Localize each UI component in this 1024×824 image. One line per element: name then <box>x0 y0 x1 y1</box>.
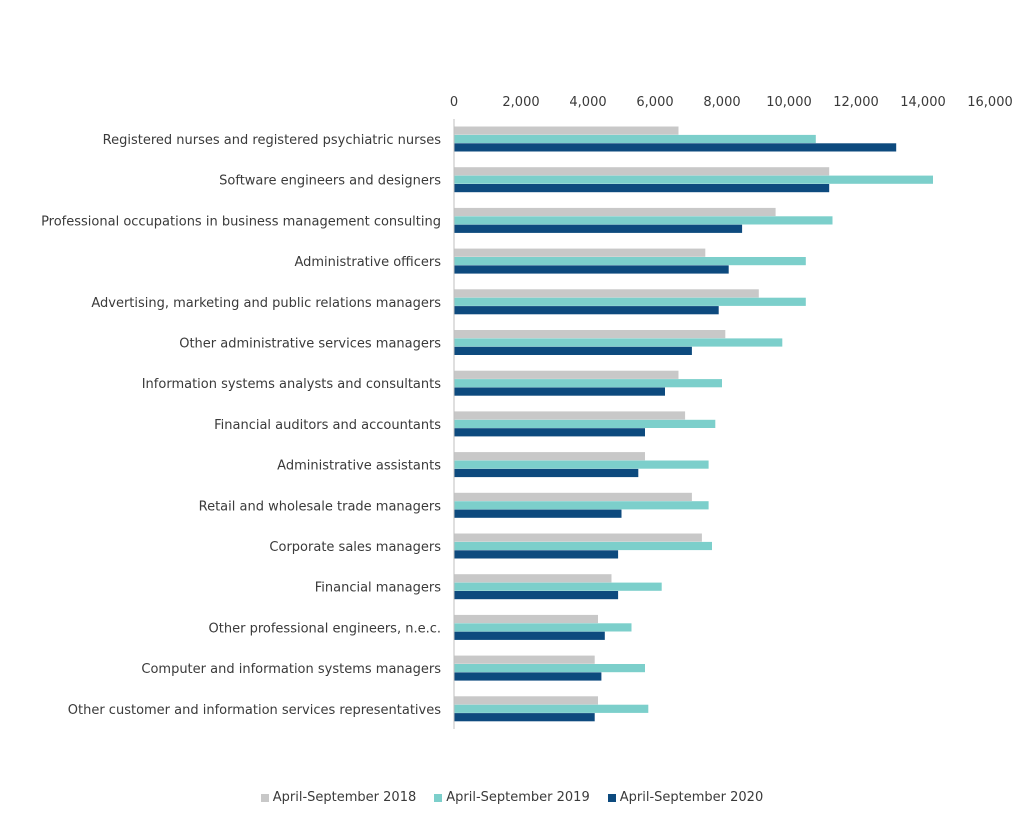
bar-april-september-2019 <box>454 297 806 306</box>
bar-april-september-2019 <box>454 623 632 632</box>
bar-april-september-2018 <box>454 126 679 135</box>
bar-april-september-2020 <box>454 591 619 600</box>
legend-label-2019: April-September 2019 <box>446 790 590 805</box>
bar-april-september-2019 <box>454 257 806 266</box>
bar-april-september-2020 <box>454 468 639 478</box>
legend-label-2018: April-September 2018 <box>272 790 417 805</box>
bar-april-september-2020 <box>454 550 619 559</box>
bar-april-september-2018 <box>454 370 679 379</box>
x-tick-label: 4,000 <box>569 95 606 110</box>
bar-april-september-2020 <box>454 672 602 681</box>
bar-april-september-2019 <box>454 582 662 591</box>
bar-april-september-2019 <box>454 175 933 184</box>
bar-april-september-2018 <box>454 248 706 257</box>
x-tick-label: 16,000 <box>967 95 1013 110</box>
category-label: Computer and information systems manager… <box>141 662 441 677</box>
x-axis: 0 2,000 4,000 6,000 8,000 10,000 12,000 14,000 1… <box>450 95 1013 110</box>
x-tick-label: 10,000 <box>766 95 812 110</box>
bar-april-september-2018 <box>454 289 759 298</box>
legend-item-2018: April-September 2018 <box>260 790 417 805</box>
bar-april-september-2018 <box>454 207 776 217</box>
bar-april-september-2020 <box>454 184 830 193</box>
category-label: Professional occupations in business man… <box>41 214 441 229</box>
category-label: Other administrative services managers <box>179 337 441 352</box>
bar-april-september-2019 <box>454 541 712 551</box>
legend-item-2019: April-September 2019 <box>434 790 590 805</box>
legend: April-September 2018 April-September 201… <box>0 790 1024 805</box>
bar-april-september-2018 <box>454 574 612 583</box>
bar-april-september-2019 <box>454 379 722 388</box>
bar-april-september-2020 <box>454 346 692 355</box>
bar-april-september-2018 <box>454 533 702 542</box>
bar-april-september-2018 <box>454 330 726 339</box>
bar-april-september-2020 <box>454 224 743 233</box>
bar-april-september-2020 <box>454 143 897 152</box>
legend-swatch-2018 <box>260 793 269 802</box>
category-label: Other customer and information services … <box>68 703 441 718</box>
legend-swatch-2019 <box>434 793 443 802</box>
bar-april-september-2018 <box>454 492 692 501</box>
legend-label-2020: April-September 2020 <box>619 790 764 805</box>
bars <box>454 126 933 722</box>
bar-april-september-2018 <box>454 696 598 705</box>
category-label: Advertising, marketing and public relati… <box>91 296 441 311</box>
bar-april-september-2018 <box>454 167 830 176</box>
category-label: Other professional engineers, n.e.c. <box>209 621 441 636</box>
category-label: Administrative assistants <box>277 459 441 474</box>
bar-april-september-2018 <box>454 411 686 420</box>
bar-april-september-2019 <box>454 419 716 428</box>
x-tick-label: 8,000 <box>703 95 740 110</box>
bar-april-september-2019 <box>454 664 645 673</box>
bar-april-september-2020 <box>454 631 605 640</box>
category-label: Registered nurses and registered psychia… <box>103 133 442 148</box>
bar-april-september-2019 <box>454 338 783 347</box>
bar-april-september-2018 <box>454 452 645 461</box>
chart-plot: 0 2,000 4,000 6,000 8,000 10,000 12,000 14,000 1… <box>41 95 1013 729</box>
x-tick-label: 2,000 <box>502 95 539 110</box>
x-tick-label: 12,000 <box>833 95 879 110</box>
bar-april-september-2019 <box>454 216 833 225</box>
bar-april-september-2019 <box>454 704 649 713</box>
bar-april-september-2019 <box>454 134 816 144</box>
bar-april-september-2018 <box>454 655 595 664</box>
category-label: Administrative officers <box>294 255 441 270</box>
x-tick-label: 6,000 <box>636 95 673 110</box>
bar-april-september-2020 <box>454 509 622 518</box>
category-label: Corporate sales managers <box>269 540 441 555</box>
category-label: Financial managers <box>315 581 441 596</box>
bar-april-september-2018 <box>454 614 598 624</box>
bar-april-september-2020 <box>454 428 645 437</box>
category-label: Information systems analysts and consult… <box>142 377 441 392</box>
category-label: Software engineers and designers <box>219 174 441 189</box>
bar-april-september-2020 <box>454 713 595 722</box>
legend-item-2020: April-September 2020 <box>607 790 764 805</box>
x-tick-label: 14,000 <box>900 95 946 110</box>
bar-april-september-2020 <box>454 306 719 315</box>
bar-april-september-2020 <box>454 387 665 396</box>
y-axis-category-labels: Registered nurses and registered psychia… <box>41 133 441 718</box>
x-tick-label: 0 <box>450 95 458 110</box>
bar-april-september-2019 <box>454 460 709 469</box>
bar-april-september-2019 <box>454 501 709 510</box>
bar-april-september-2020 <box>454 265 729 274</box>
legend-swatch-2020 <box>607 793 616 802</box>
category-label: Financial auditors and accountants <box>214 418 441 433</box>
category-label: Retail and wholesale trade managers <box>199 499 442 514</box>
